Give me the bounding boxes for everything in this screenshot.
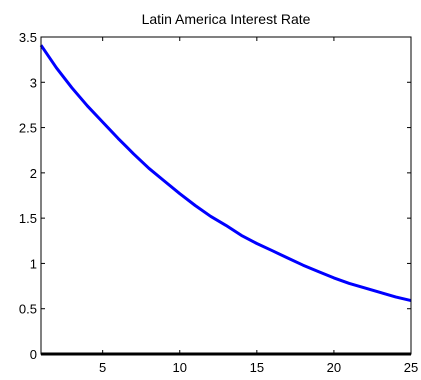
x-tick-label: 15 xyxy=(250,360,264,375)
y-tick-label: 0.5 xyxy=(19,302,37,317)
x-tick-label: 20 xyxy=(327,360,341,375)
y-tick-label: 2 xyxy=(30,166,37,181)
series xyxy=(39,44,412,356)
x-tick-label: 10 xyxy=(173,360,187,375)
y-tick-label: 2.5 xyxy=(19,121,37,136)
plot-frame xyxy=(40,36,412,355)
y-tick-label: 1 xyxy=(30,256,37,271)
ticks: 0 0.5 1 1.5 2 2.5 3 3.5 5 10 15 20 25 xyxy=(19,30,418,375)
chart-title: Latin America Interest Rate xyxy=(142,11,311,27)
y-tick-label: 0 xyxy=(30,347,37,362)
x-tick-label: 25 xyxy=(404,360,418,375)
y-tick-label: 3 xyxy=(30,75,37,90)
x-tick-label: 5 xyxy=(99,360,106,375)
y-tick-label: 3.5 xyxy=(19,30,37,45)
y-tick-label: 1.5 xyxy=(19,211,37,226)
series-line-1 xyxy=(39,44,412,303)
